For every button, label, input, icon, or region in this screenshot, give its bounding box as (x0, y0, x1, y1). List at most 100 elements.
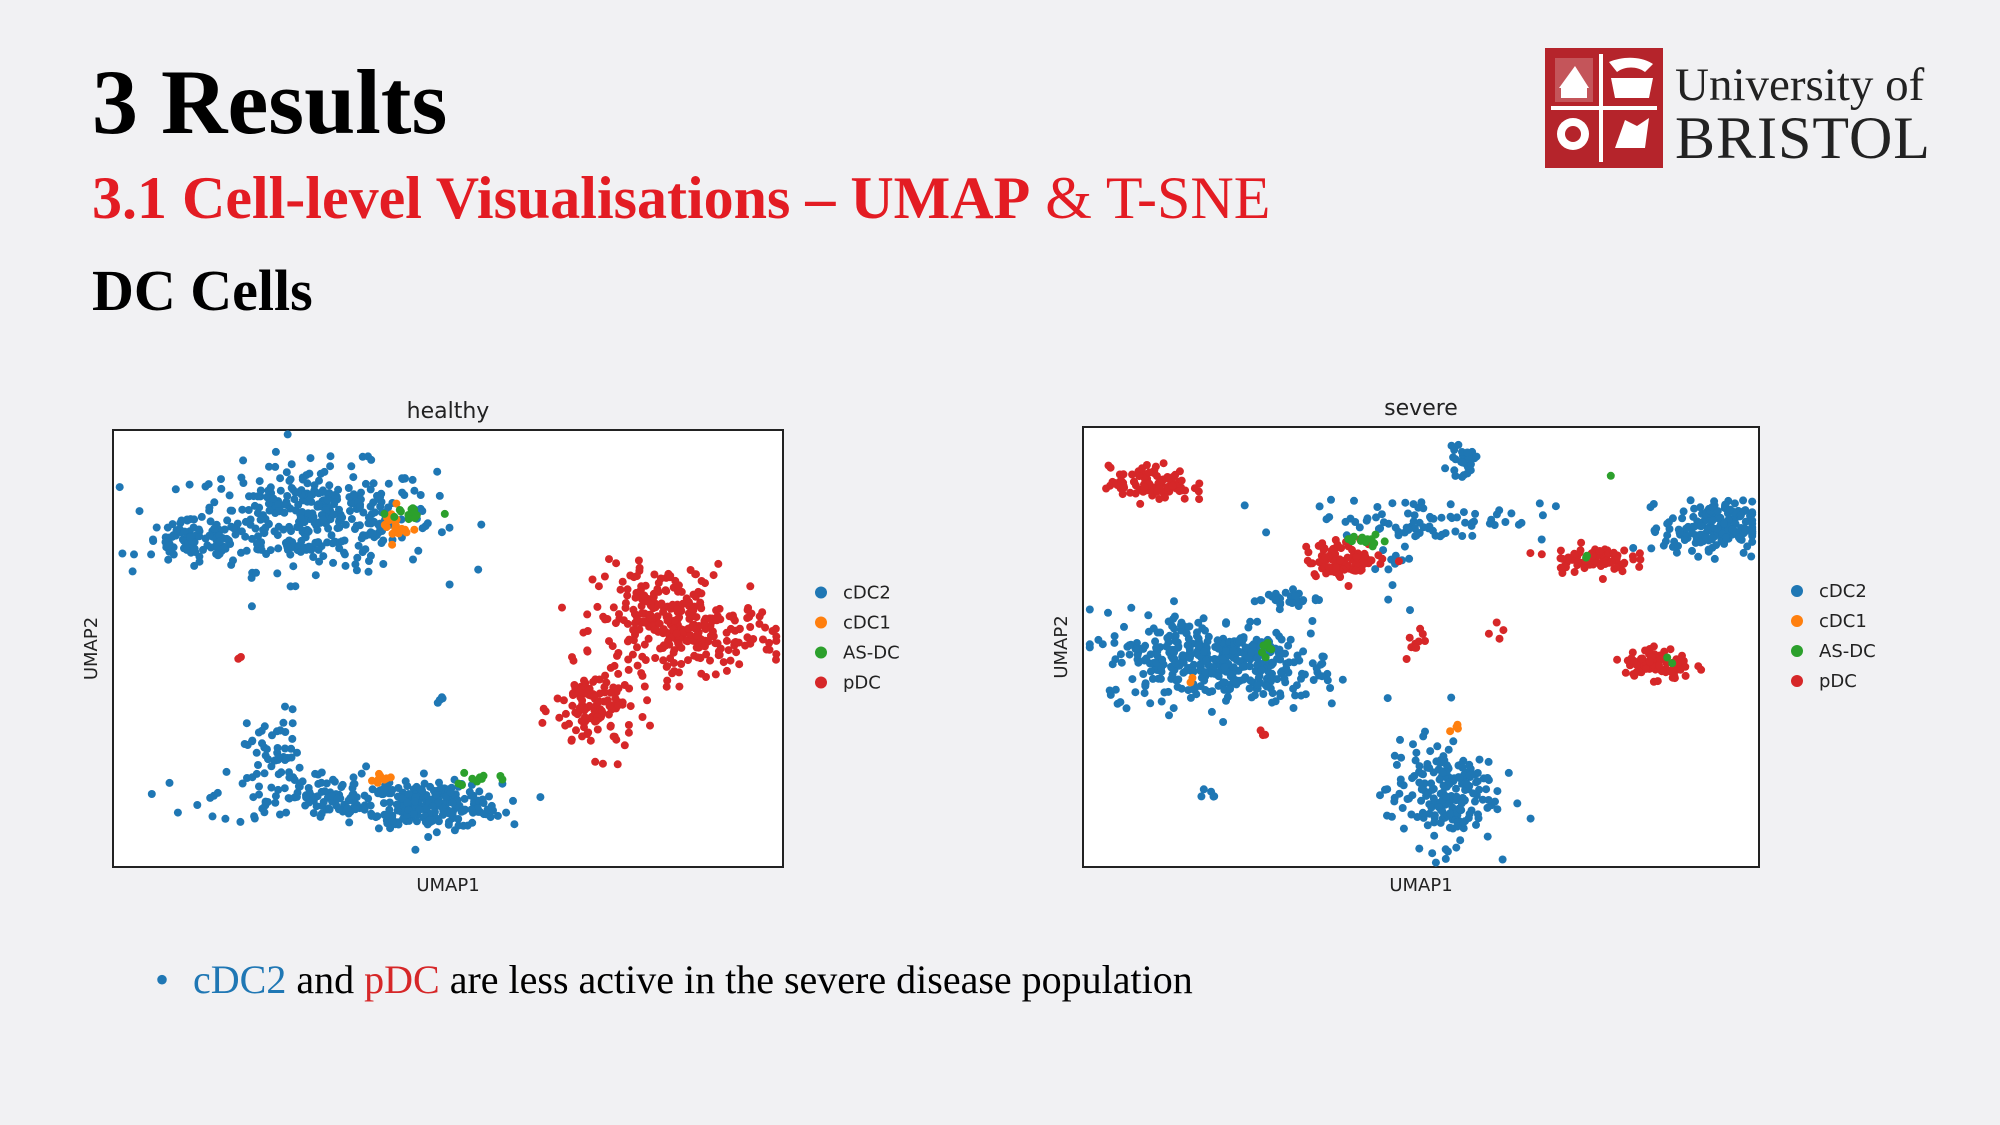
point-pdc (675, 668, 683, 677)
point-cdc2 (1286, 635, 1295, 644)
bullet-term-pdc: pDC (364, 957, 440, 1002)
point-cdc2 (222, 767, 231, 776)
point-pdc (711, 670, 720, 679)
point-cdc2 (1493, 805, 1502, 814)
point-cdc2 (1170, 597, 1178, 606)
point-pdc (659, 656, 668, 665)
point-cdc2 (1149, 624, 1158, 633)
point-cdc2 (347, 499, 355, 508)
point-pdc (620, 741, 629, 750)
point-cdc2 (293, 488, 302, 497)
point-cdc2 (1417, 498, 1426, 507)
point-cdc2 (287, 460, 296, 469)
point-cdc2 (318, 486, 327, 495)
point-pdc (690, 651, 699, 660)
point-cdc2 (350, 779, 359, 788)
point-pdc (731, 638, 740, 646)
point-cdc2 (444, 820, 453, 829)
point-pdc (637, 609, 646, 618)
point-cdc2 (189, 546, 198, 555)
point-pdc (575, 687, 584, 696)
point-cdc2 (287, 744, 296, 753)
point-cdc2 (199, 545, 207, 554)
point-cdc2 (282, 468, 291, 477)
point-cdc2 (388, 786, 397, 794)
point-pdc (621, 603, 630, 612)
point-pdc (1333, 540, 1342, 549)
point-pdc (572, 726, 580, 735)
point-pdc (701, 614, 710, 623)
point-cdc2 (1280, 674, 1289, 683)
point-cdc2 (1694, 552, 1703, 561)
point-cdc2 (1427, 803, 1436, 812)
point-cdc2 (1461, 786, 1470, 794)
point-cdc2 (1250, 597, 1259, 606)
point-cdc2 (1182, 629, 1191, 638)
point-cdc2 (379, 560, 388, 568)
point-pdc (649, 589, 658, 598)
point-cdc2 (1650, 526, 1659, 535)
point-cdc2 (1186, 693, 1195, 702)
point-cdc2 (1293, 651, 1302, 660)
point-pdc (1676, 665, 1685, 674)
point-pdc (570, 681, 579, 689)
point-cdc2 (1110, 632, 1119, 641)
point-pdc (675, 682, 684, 691)
point-cdc2 (1157, 664, 1166, 673)
point-cdc2 (1710, 554, 1719, 563)
point-cdc2 (1108, 660, 1117, 669)
point-cdc2 (1458, 532, 1467, 540)
point-pdc (677, 660, 686, 668)
point-cdc2 (340, 536, 349, 545)
point-cdc2 (432, 828, 441, 837)
point-cdc2 (1415, 778, 1424, 787)
point-cdc2 (1152, 643, 1161, 652)
point-cdc2 (213, 788, 222, 797)
point-cdc2 (1146, 667, 1155, 676)
point-pdc (646, 721, 654, 730)
point-cdc2 (1199, 647, 1208, 656)
point-as-dc (1380, 537, 1389, 546)
point-as-dc (479, 771, 488, 780)
point-cdc2 (292, 792, 301, 801)
point-pdc (606, 721, 615, 730)
point-cdc2 (344, 484, 353, 492)
point-cdc2 (1371, 565, 1380, 574)
point-cdc2 (1446, 500, 1455, 509)
point-cdc2 (1408, 774, 1417, 783)
point-pdc (663, 662, 672, 671)
point-pdc (702, 650, 711, 659)
point-cdc2 (1194, 641, 1203, 650)
point-cdc2 (276, 726, 285, 735)
point-cdc2 (1686, 496, 1695, 505)
point-cdc2 (403, 782, 412, 791)
point-cdc2 (474, 565, 483, 574)
point-pdc (722, 666, 731, 675)
point-cdc1 (410, 525, 419, 534)
point-cdc2 (357, 769, 366, 778)
point-pdc (662, 682, 671, 691)
point-pdc (614, 649, 623, 657)
point-cdc2 (1144, 611, 1153, 620)
point-cdc2 (1538, 511, 1547, 520)
point-pdc (697, 589, 706, 598)
point-cdc2 (410, 486, 419, 495)
point-pdc (579, 628, 588, 637)
point-cdc2 (274, 500, 283, 508)
point-cdc2 (1177, 621, 1185, 629)
point-pdc (674, 587, 682, 596)
point-pdc (726, 624, 735, 633)
point-pdc (633, 643, 641, 652)
point-cdc2 (1472, 452, 1481, 461)
legend-label: AS-DC (843, 643, 900, 664)
point-cdc2 (271, 447, 280, 456)
point-cdc2 (337, 513, 346, 522)
point-cdc2 (1338, 675, 1347, 684)
legend-label: cDC1 (1819, 611, 1867, 632)
point-cdc2 (345, 818, 354, 827)
point-cdc2 (118, 549, 127, 558)
point-cdc2 (326, 452, 335, 461)
point-cdc2 (1323, 676, 1332, 685)
point-cdc2 (1152, 659, 1161, 667)
point-cdc2 (1383, 694, 1392, 703)
